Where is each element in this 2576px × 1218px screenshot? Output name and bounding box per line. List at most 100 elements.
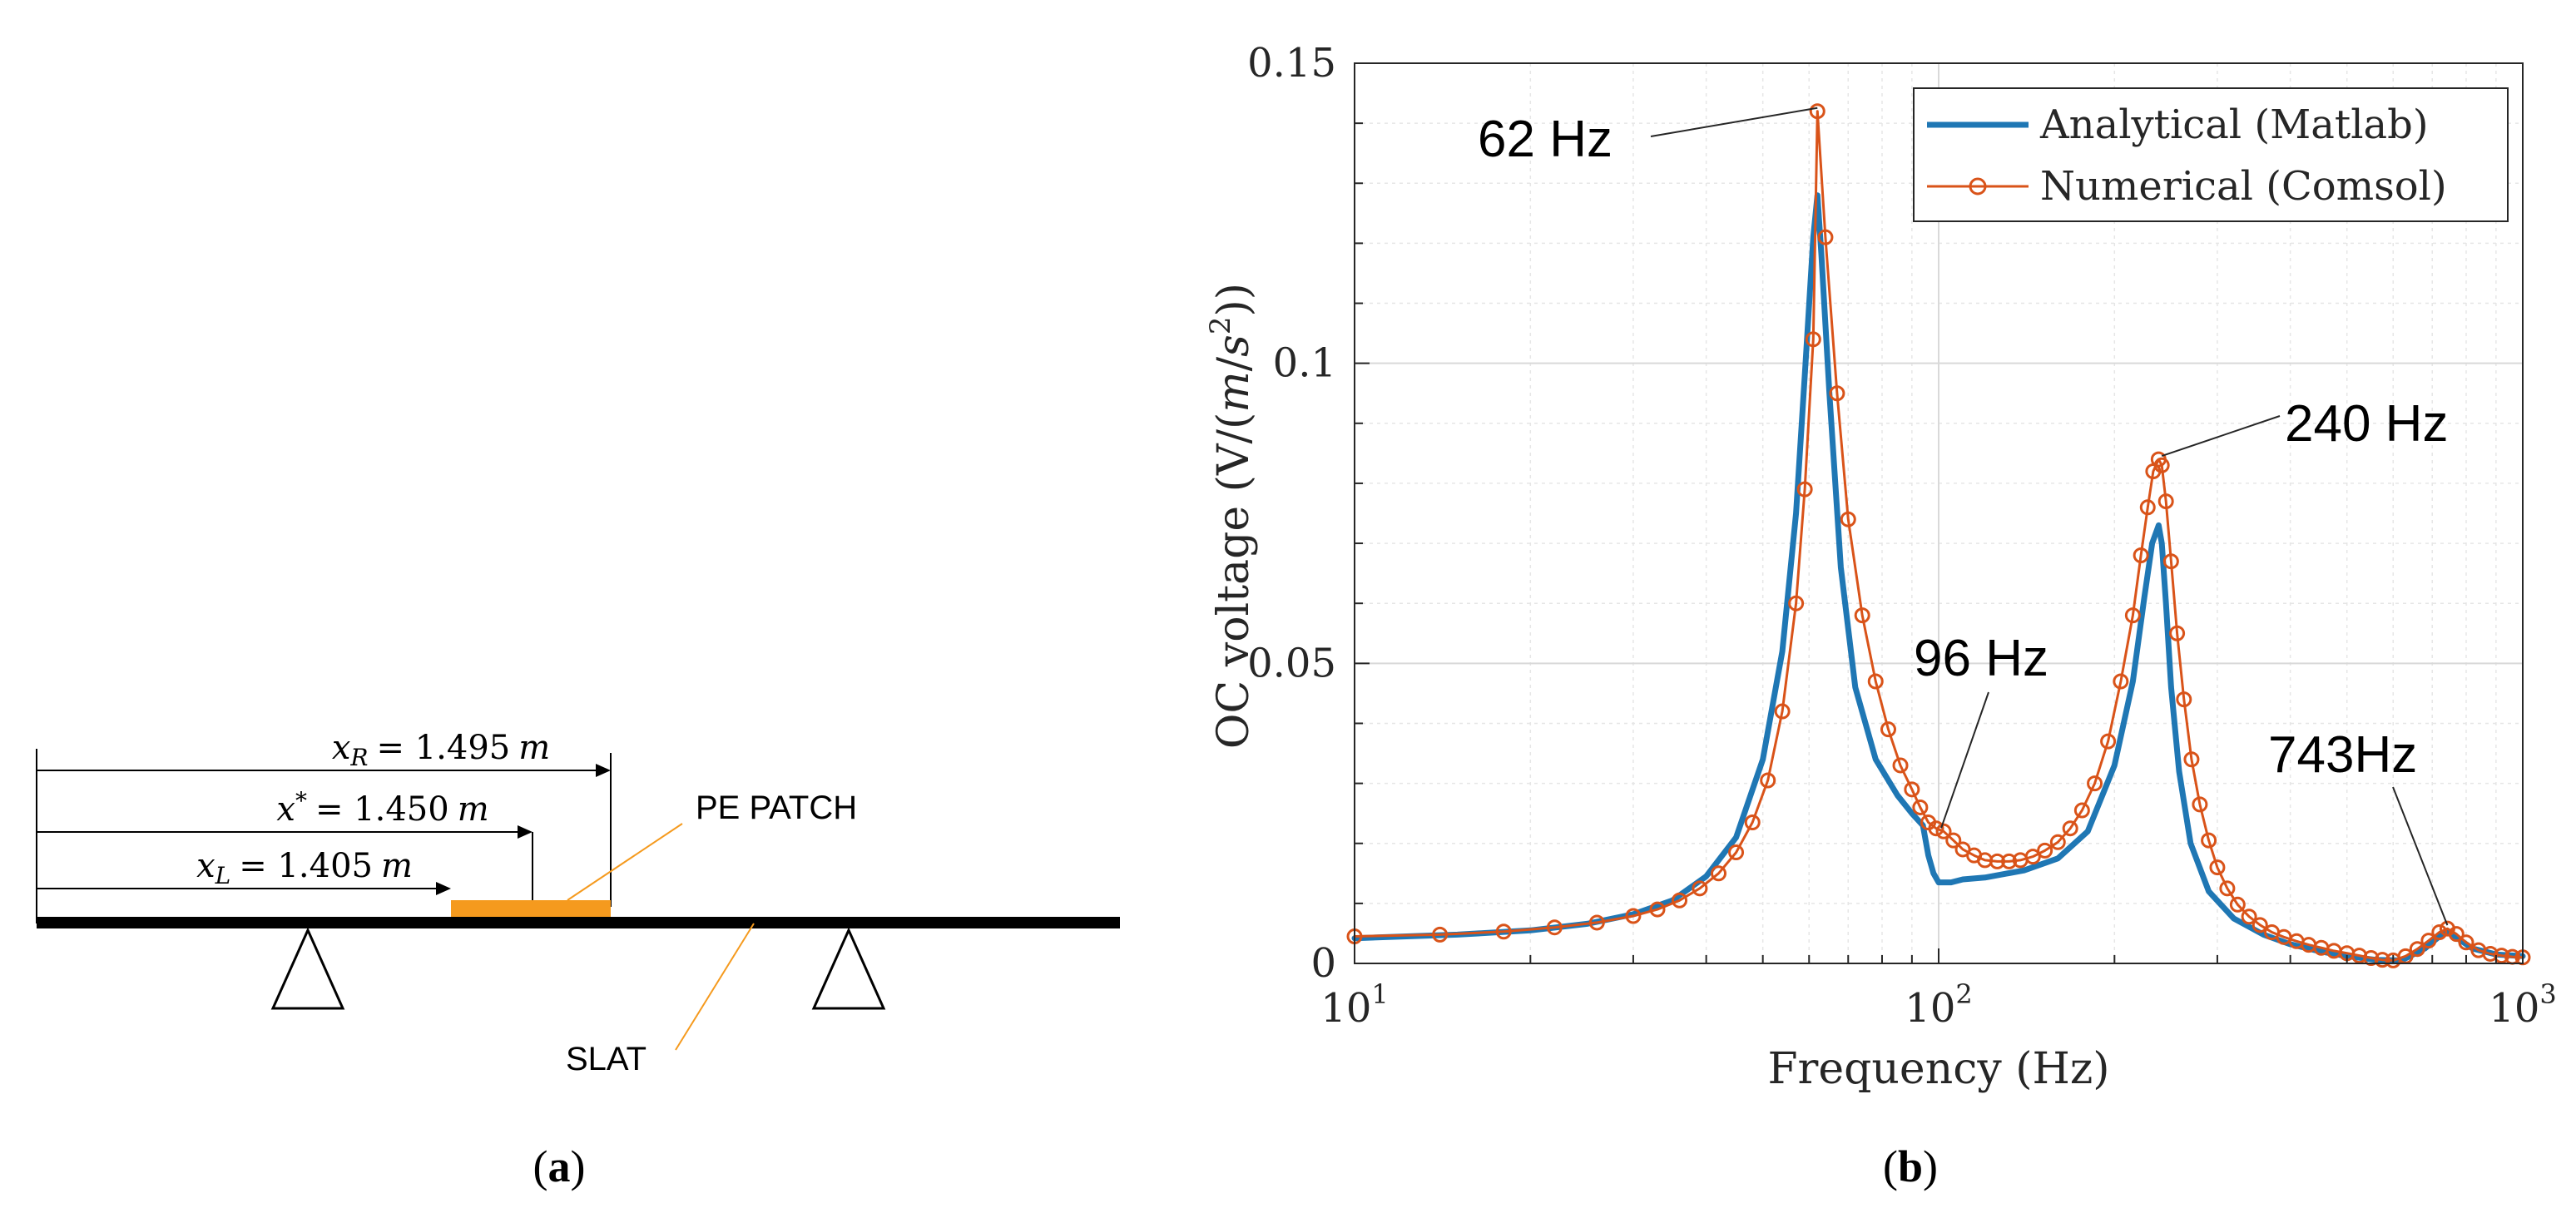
panel-b-caption: (b) (1883, 1141, 1938, 1191)
numerical-series-line (1353, 110, 2524, 962)
x-axis-label: Frequency (Hz) (1767, 1044, 2109, 1094)
slat-label: SLAT (566, 1041, 646, 1077)
numerical-data-point (1867, 673, 1884, 690)
numerical-data-point (2133, 547, 2149, 563)
xl-label: xL = 1.405 m (196, 847, 413, 889)
numerical-data-point (1809, 103, 1825, 120)
numerical-data-point (2049, 834, 2066, 850)
xl-arrowhead (436, 882, 451, 895)
legend-box (1913, 87, 2509, 222)
numerical-data-point (2409, 941, 2425, 958)
numerical-data-point (2153, 457, 2170, 473)
left-support (270, 927, 345, 1010)
numerical-data-point (1744, 814, 1761, 830)
numerical-data-point (1796, 481, 1813, 498)
numerical-data-point (1904, 781, 1920, 798)
numerical-data-point (2024, 849, 2041, 865)
numerical-data-point (1672, 892, 1688, 909)
x-tick-label: 103 (2489, 978, 2556, 1032)
numerical-data-point (1945, 832, 1962, 849)
numerical-data-point (1892, 757, 1909, 774)
numerical-data-point (1649, 901, 1666, 918)
xr-label: xR = 1.495 m (332, 729, 550, 771)
numerical-data-point (2037, 842, 2053, 859)
pe-patch-leader (567, 823, 683, 901)
legend-label-analytical: Analytical (Matlab) (2039, 102, 2429, 148)
annotation-leader (1650, 106, 1818, 137)
numerical-data-point (2162, 553, 2179, 570)
numerical-data-point (2252, 917, 2268, 933)
xr-arrowhead (596, 764, 611, 777)
annotation-leader (1940, 691, 1989, 829)
numerical-data-point (2420, 933, 2437, 949)
numerical-data-point (1989, 853, 2005, 869)
numerical-data-point (1760, 772, 1776, 789)
numerical-data-point (2087, 775, 2103, 792)
slat-beam (37, 917, 1120, 928)
pe-patch (451, 900, 611, 917)
pe-patch-label: PE PATCH (696, 790, 857, 826)
numerical-data-point (1935, 823, 1952, 839)
legend-label-numerical: Numerical (Comsol) (2040, 163, 2447, 210)
numerical-data-point (2458, 934, 2474, 951)
numerical-data-point (2363, 950, 2380, 967)
numerical-data-point (1788, 595, 1805, 611)
annotation-label: 62 Hz (1478, 111, 1612, 168)
panel-a-diagram: xR = 1.495 m x* = 1.450 m xL = 1.405 m PE PATC… (36, 729, 1120, 1191)
numerical-data-point (2073, 802, 2090, 819)
annotation-label: 96 Hz (1914, 630, 2048, 687)
numerical-data-point (2494, 948, 2510, 964)
y-axis-label: OC voltage (V/(m/s2)) (1204, 283, 1259, 749)
tick-layer: 101 102 103 0 0.05 0.1 0.15 (1247, 40, 2557, 1032)
numerical-data-point (1912, 799, 1929, 815)
numerical-data-point (2209, 859, 2226, 876)
numerical-data-point (2482, 945, 2499, 962)
numerical-data-point (1840, 511, 1856, 527)
annotation-label: 240 Hz (2285, 395, 2448, 453)
y-tick-label: 0.05 (1247, 640, 1336, 686)
annotation-label: 743Hz (2268, 726, 2417, 784)
numerical-data-point (1817, 229, 1834, 245)
x-tick-label: 102 (1905, 978, 1972, 1032)
panel-a-caption: (a) (533, 1141, 586, 1191)
numerical-data-point (2219, 880, 2236, 897)
x-tick-label: 101 (1320, 978, 1388, 1032)
numerical-data-point (1880, 721, 1896, 738)
numerical-data-point (2183, 751, 2200, 768)
numerical-data-point (2229, 896, 2246, 913)
annotation-leader (2392, 786, 2449, 926)
numerical-data-point (1728, 844, 1745, 861)
legend: Analytical (Matlab) Numerical (Comsol) (1913, 87, 2509, 222)
numerical-data-point (1546, 919, 1563, 936)
y-tick-label: 0.15 (1247, 40, 1336, 87)
series-layer (1346, 103, 2531, 968)
numerical-data-point (2139, 499, 2156, 516)
analytical-series-line (1351, 192, 2526, 963)
numerical-data-point (1928, 820, 1944, 837)
numerical-data-point (1774, 703, 1791, 720)
numerical-data-point (1711, 865, 1727, 882)
numerical-data-point (2448, 926, 2465, 943)
numerical-data-point (2157, 493, 2174, 510)
numerical-data-point (2169, 625, 2186, 641)
numerical-data-point (2176, 691, 2192, 708)
numerical-data-point (2113, 673, 2129, 690)
right-support (811, 927, 886, 1010)
numerical-data-point (1432, 926, 1449, 943)
numerical-data-point (2192, 796, 2208, 813)
annotation-leader (2161, 415, 2281, 458)
numerical-data-point (1805, 331, 1821, 348)
panel-b-chart: 101 102 103 0 0.05 0.1 0.15 62 Hz 240 Hz 96 Hz 74… (1204, 40, 2557, 1191)
numerical-data-point (2201, 832, 2217, 849)
legend-marker-numerical (1969, 177, 1987, 196)
numerical-data-point (1588, 914, 1605, 931)
numerical-data-point (2100, 733, 2117, 750)
numerical-data-point (1625, 908, 1642, 924)
annotation-layer: 62 Hz 240 Hz 96 Hz 743Hz (1478, 106, 2449, 926)
numerical-data-point (2241, 909, 2257, 925)
numerical-data-point (2001, 853, 2018, 869)
numerical-data-point (1495, 923, 1512, 940)
numerical-data-point (1692, 880, 1708, 897)
y-tick-label: 0.1 (1273, 340, 1336, 387)
